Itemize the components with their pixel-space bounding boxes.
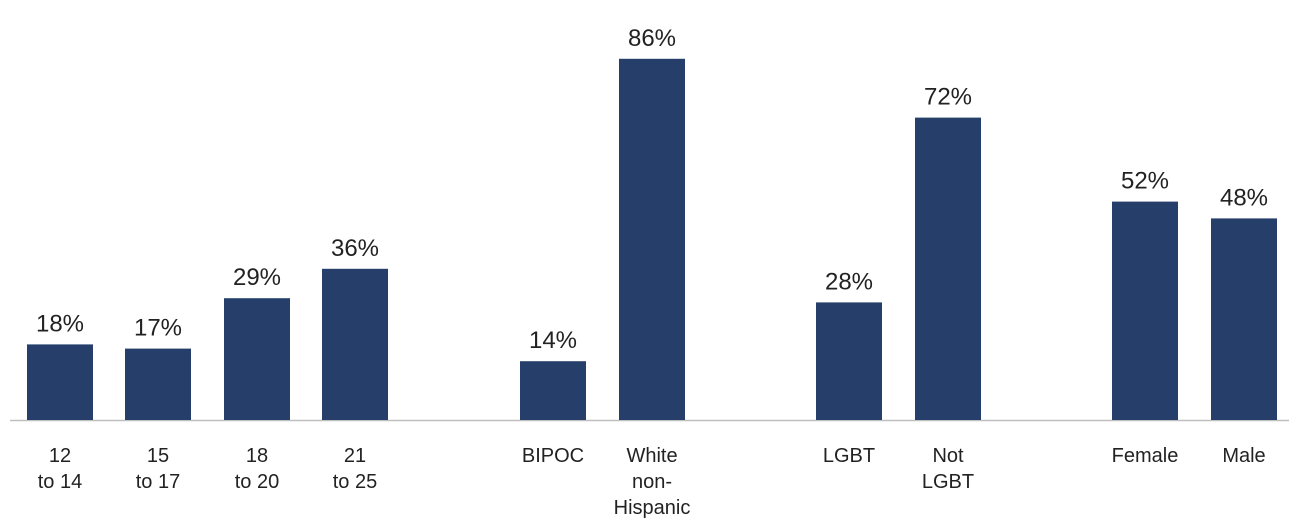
- data-labels-group: 18% 17% 29% 36% 14% 86% 28% 72% 52% 48%: [36, 25, 1268, 354]
- data-label-12-to-14: 18%: [36, 310, 84, 337]
- bar-not-lgbt: [915, 117, 981, 420]
- x-tick-label-15-to-17: 15: [147, 445, 169, 467]
- data-label-white-non-hispanic: 86%: [628, 25, 676, 52]
- bars-group: [27, 58, 1277, 421]
- bar-bipoc: [520, 361, 586, 420]
- x-tick-label-12-to-14: to 14: [38, 471, 82, 493]
- bar-male: [1211, 218, 1277, 420]
- bar-lgbt: [816, 302, 882, 420]
- x-tick-label-white-non-hispanic: Hispanic: [614, 497, 691, 519]
- x-tick-label-21-to-25: 21: [344, 445, 366, 467]
- x-tick-label-18-to-20: to 20: [235, 471, 279, 493]
- bar-white-non-hispanic: [619, 58, 685, 421]
- x-tick-label-15-to-17: to 17: [136, 471, 180, 493]
- x-tick-labels-group: 12 to 14 15 to 17 18 to 20 21 to 25 BIPOC White no…: [38, 445, 1266, 519]
- bar-12-to-14: [27, 344, 93, 420]
- x-tick-label-female: Female: [1112, 445, 1179, 467]
- bar-18-to-20: [224, 298, 290, 420]
- data-label-lgbt: 28%: [825, 268, 873, 295]
- x-tick-label-not-lgbt: Not: [932, 445, 964, 467]
- x-tick-label-bipoc: BIPOC: [522, 445, 584, 467]
- data-label-18-to-20: 29%: [233, 264, 281, 291]
- data-label-female: 52%: [1121, 168, 1169, 195]
- data-label-15-to-17: 17%: [134, 315, 182, 342]
- data-label-bipoc: 14%: [529, 327, 577, 354]
- x-tick-label-12-to-14: 12: [49, 445, 71, 467]
- data-label-male: 48%: [1220, 184, 1268, 211]
- data-label-21-to-25: 36%: [331, 235, 379, 262]
- x-tick-label-white-non-hispanic: non-: [632, 471, 672, 493]
- x-tick-label-lgbt: LGBT: [823, 445, 875, 467]
- x-tick-label-21-to-25: to 25: [333, 471, 377, 493]
- data-label-not-lgbt: 72%: [924, 84, 972, 111]
- x-tick-label-male: Male: [1222, 445, 1265, 467]
- bar-21-to-25: [322, 268, 388, 420]
- x-tick-label-not-lgbt: LGBT: [922, 471, 974, 493]
- bar-female: [1112, 201, 1178, 420]
- bar-15-to-17: [125, 348, 191, 420]
- x-tick-label-white-non-hispanic: White: [626, 445, 677, 467]
- x-tick-label-18-to-20: 18: [246, 445, 268, 467]
